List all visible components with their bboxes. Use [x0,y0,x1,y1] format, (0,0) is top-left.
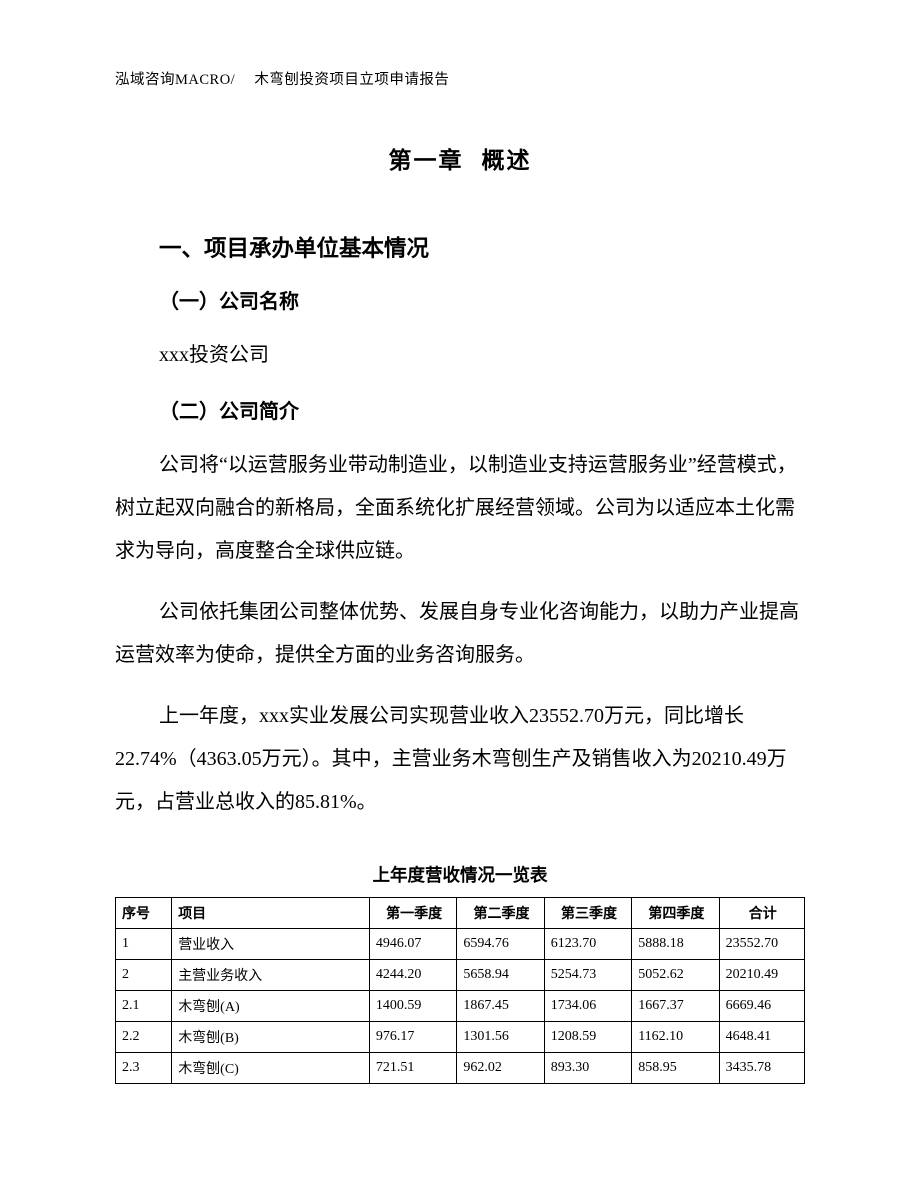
cell-q3: 893.30 [544,1053,631,1084]
cell-total: 4648.41 [719,1022,804,1053]
cell-q2: 6594.76 [457,929,544,960]
cell-q4: 5052.62 [632,960,719,991]
col-q2: 第二季度 [457,898,544,929]
cell-q4: 1667.37 [632,991,719,1022]
cell-q2: 1867.45 [457,991,544,1022]
cell-seq: 2.2 [116,1022,172,1053]
subsection-company-intro-heading: （二）公司简介 [115,395,805,424]
page-header: 泓域咨询MACRO/ 木弯刨投资项目立项申请报告 [115,68,805,89]
table-header-row: 序号 项目 第一季度 第二季度 第三季度 第四季度 合计 [116,898,805,929]
cell-item: 木弯刨(B) [172,1022,370,1053]
cell-q1: 721.51 [369,1053,456,1084]
cell-seq: 2 [116,960,172,991]
cell-item: 主营业务收入 [172,960,370,991]
table-row: 2.2 木弯刨(B) 976.17 1301.56 1208.59 1162.1… [116,1022,805,1053]
cell-q1: 976.17 [369,1022,456,1053]
cell-q2: 5658.94 [457,960,544,991]
cell-q2: 962.02 [457,1053,544,1084]
subsection-company-name-heading: （一）公司名称 [115,285,805,314]
col-total: 合计 [719,898,804,929]
cell-q1: 4946.07 [369,929,456,960]
cell-total: 20210.49 [719,960,804,991]
company-name-text: xxx投资公司 [115,334,805,377]
cell-item: 木弯刨(C) [172,1053,370,1084]
table-body: 1 营业收入 4946.07 6594.76 6123.70 5888.18 2… [116,929,805,1084]
revenue-table: 序号 项目 第一季度 第二季度 第三季度 第四季度 合计 1 营业收入 4946… [115,897,805,1084]
paragraph-1: 公司将“以运营服务业带动制造业，以制造业支持运营服务业”经营模式，树立起双向融合… [115,444,805,573]
cell-q3: 1734.06 [544,991,631,1022]
table-row: 2.3 木弯刨(C) 721.51 962.02 893.30 858.95 3… [116,1053,805,1084]
col-q3: 第三季度 [544,898,631,929]
col-seq: 序号 [116,898,172,929]
chapter-title: 第一章概述 [115,141,805,175]
col-q1: 第一季度 [369,898,456,929]
chapter-prefix: 第一章 [389,147,464,173]
cell-q3: 6123.70 [544,929,631,960]
col-item: 项目 [172,898,370,929]
table-row: 2 主营业务收入 4244.20 5658.94 5254.73 5052.62… [116,960,805,991]
cell-q1: 1400.59 [369,991,456,1022]
cell-seq: 2.3 [116,1053,172,1084]
cell-q4: 5888.18 [632,929,719,960]
section-heading-1: 一、项目承办单位基本情况 [115,231,805,263]
cell-total: 6669.46 [719,991,804,1022]
cell-q3: 5254.73 [544,960,631,991]
table-row: 2.1 木弯刨(A) 1400.59 1867.45 1734.06 1667.… [116,991,805,1022]
cell-item: 营业收入 [172,929,370,960]
cell-q3: 1208.59 [544,1022,631,1053]
table-caption: 上年度营收情况一览表 [115,862,805,887]
cell-total: 23552.70 [719,929,804,960]
col-q4: 第四季度 [632,898,719,929]
cell-total: 3435.78 [719,1053,804,1084]
cell-q4: 858.95 [632,1053,719,1084]
paragraph-3: 上一年度，xxx实业发展公司实现营业收入23552.70万元，同比增长22.74… [115,695,805,824]
cell-q2: 1301.56 [457,1022,544,1053]
chapter-suffix: 概述 [482,147,532,173]
table-row: 1 营业收入 4946.07 6594.76 6123.70 5888.18 2… [116,929,805,960]
cell-q1: 4244.20 [369,960,456,991]
paragraph-2: 公司依托集团公司整体优势、发展自身专业化咨询能力，以助力产业提高运营效率为使命，… [115,591,805,677]
document-page: 泓域咨询MACRO/ 木弯刨投资项目立项申请报告 第一章概述 一、项目承办单位基… [0,0,920,1084]
cell-seq: 2.1 [116,991,172,1022]
cell-item: 木弯刨(A) [172,991,370,1022]
cell-seq: 1 [116,929,172,960]
cell-q4: 1162.10 [632,1022,719,1053]
